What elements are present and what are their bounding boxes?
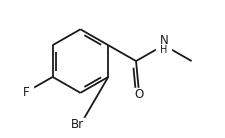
Text: O: O — [134, 88, 143, 101]
Text: F: F — [23, 86, 30, 99]
Text: N: N — [159, 34, 167, 47]
Text: Br: Br — [70, 118, 83, 131]
Polygon shape — [66, 118, 94, 131]
Polygon shape — [132, 88, 145, 101]
Text: H: H — [160, 45, 167, 55]
Polygon shape — [16, 86, 33, 99]
Polygon shape — [155, 36, 171, 55]
